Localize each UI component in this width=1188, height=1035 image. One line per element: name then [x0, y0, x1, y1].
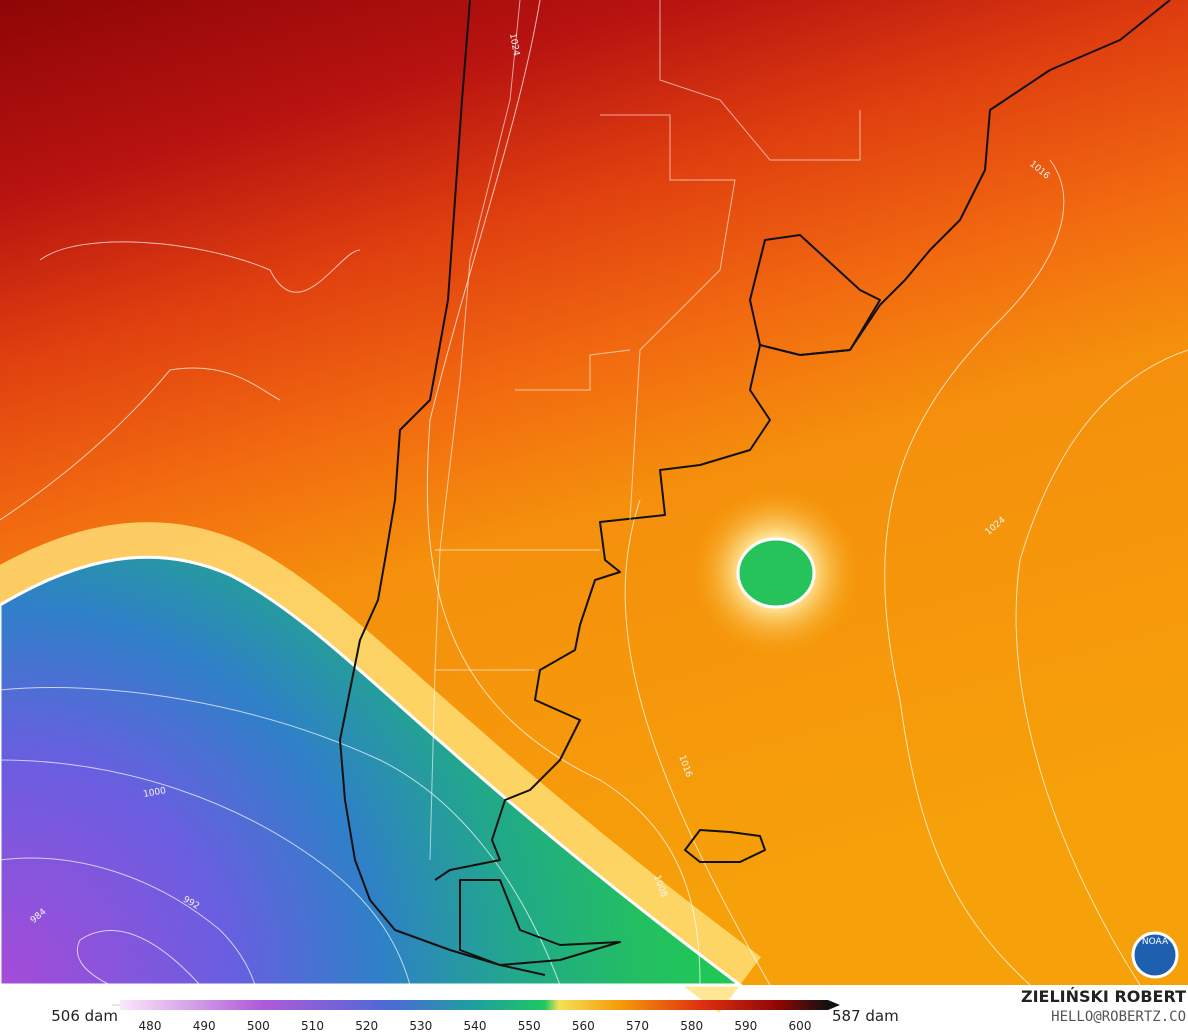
colorbar-tick-label: 550 — [518, 1019, 541, 1033]
colorbar — [120, 1000, 828, 1010]
credit-name: ZIELIŃSKI ROBERT — [1021, 987, 1186, 1006]
cold-cell — [736, 537, 816, 609]
credit-contact: HELLO@ROBERTZ.CO — [1051, 1009, 1186, 1025]
cold-region — [0, 555, 745, 987]
colorbar-tick-label: 580 — [680, 1019, 703, 1033]
colorbar-max-label: 587 dam — [832, 1007, 899, 1025]
colorbar-tick-label: 540 — [464, 1019, 487, 1033]
contour-label: 1000 — [143, 786, 168, 800]
colorbar-tick-label: 560 — [572, 1019, 595, 1033]
contour-label: 1024 — [507, 33, 521, 58]
colorbar-tick-label: 600 — [789, 1019, 812, 1033]
colorbar-tick-label: 490 — [193, 1019, 216, 1033]
noaa-logo — [1131, 931, 1179, 979]
colorbar-tick-label: 590 — [734, 1019, 757, 1033]
colorbar-arrow — [828, 1000, 840, 1010]
borders — [429, 0, 861, 861]
colorbar-min-label: 506 dam — [51, 1007, 118, 1025]
colorbar-tick-label: 530 — [409, 1019, 432, 1033]
colorbar-tick-label: 510 — [301, 1019, 324, 1033]
isobars — [0, 0, 1188, 985]
logo-text: NOAA — [1142, 937, 1169, 947]
colorbar-tick-label: 480 — [139, 1019, 162, 1033]
colorbar-tick-label: 570 — [626, 1019, 649, 1033]
coastline — [339, 0, 1171, 976]
colorbar-tick-label: 520 — [355, 1019, 378, 1033]
colorbar-tick-label: 500 — [247, 1019, 270, 1033]
